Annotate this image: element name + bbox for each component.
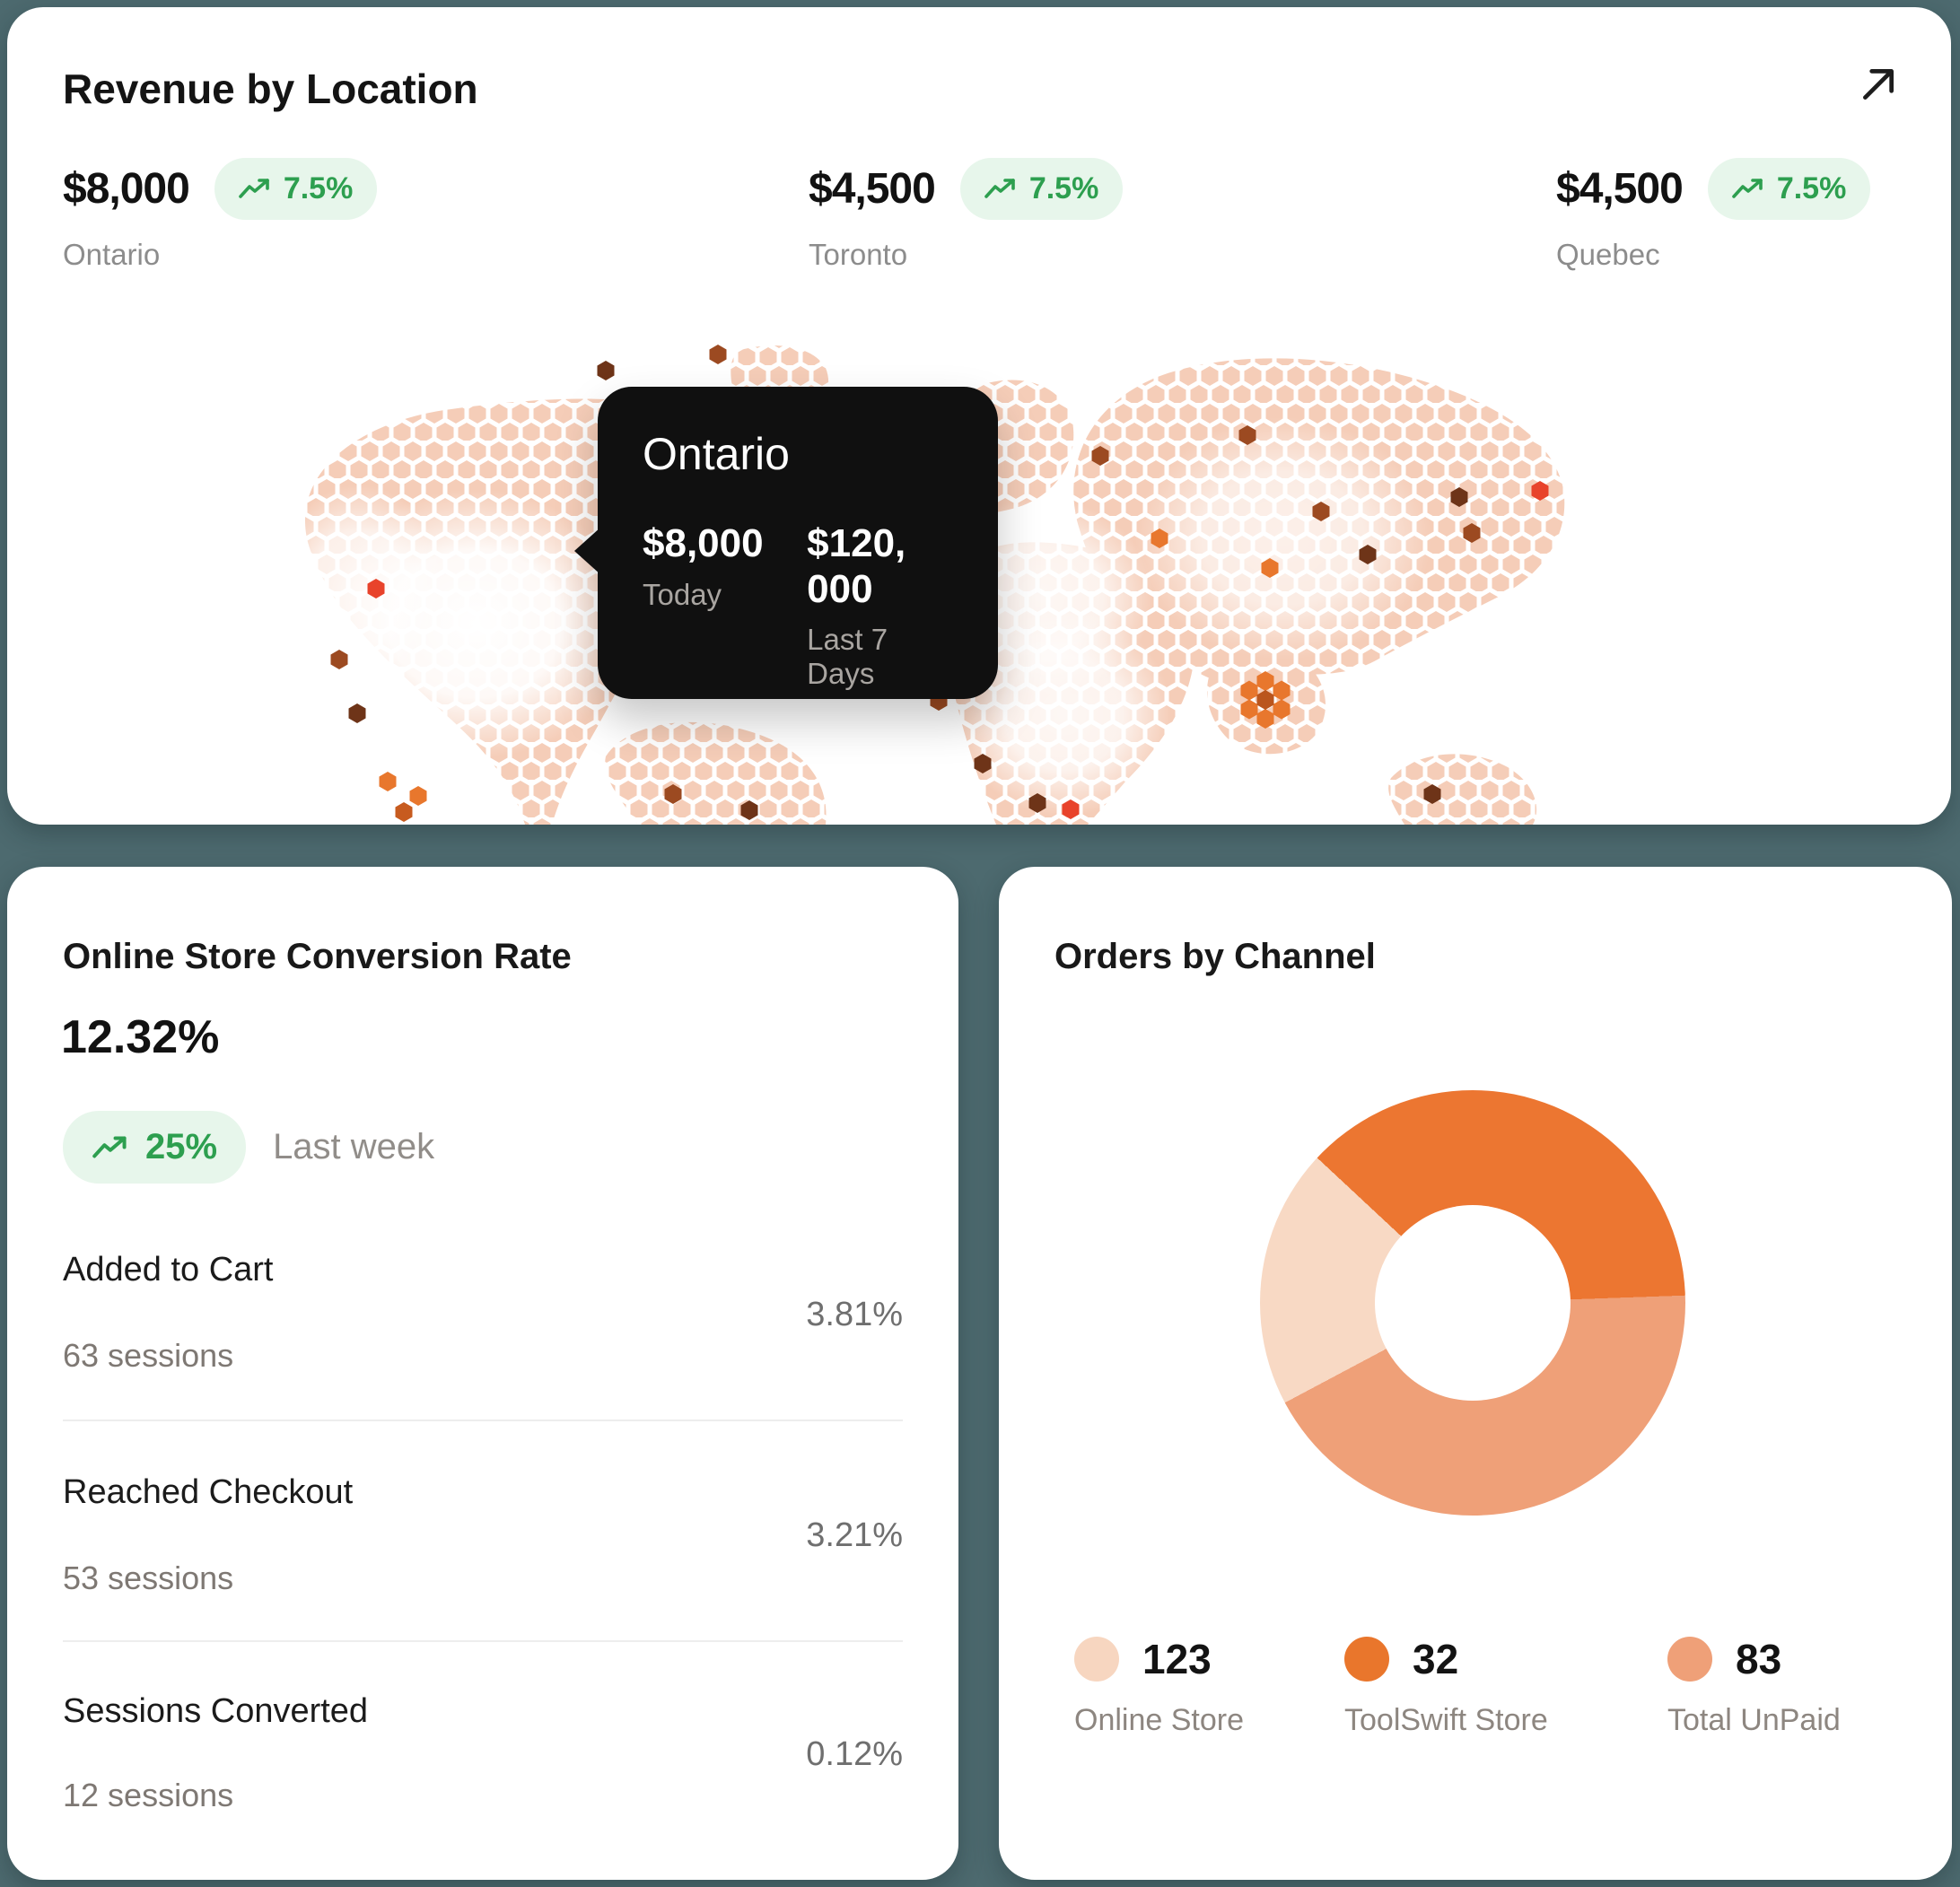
revenue-card-title: Revenue by Location [63, 66, 478, 112]
tooltip-week-value: $120,000 [807, 521, 906, 611]
change-value: 7.5% [283, 171, 354, 205]
conversion-rate-value: 12.32% [61, 1011, 220, 1063]
funnel-sessions: 53 sessions [63, 1559, 234, 1596]
tooltip-week-label: Last 7 Days [807, 623, 888, 691]
conversion-rate-card: Online Store Conversion Rate 12.32% 25% … [7, 867, 958, 1880]
map-tooltip: Ontario $8,000 Today $120,000 Last 7 Day… [574, 387, 998, 699]
legend-dot [1667, 1637, 1712, 1682]
legend-label: Total UnPaid [1667, 1703, 1841, 1737]
funnel-label: Reached Checkout [63, 1473, 354, 1511]
expand-button[interactable] [1856, 63, 1901, 108]
change-badge: 7.5% [1707, 158, 1871, 220]
trending-up-icon [1732, 179, 1763, 198]
funnel-percent: 3.21% [806, 1516, 903, 1554]
change-badge: 25% [63, 1111, 247, 1184]
orders-by-channel-card: Orders by Channel 123 Online Store 32 To… [999, 867, 1952, 1880]
funnel-label: Added to Cart [63, 1251, 274, 1289]
map-fade [274, 485, 444, 691]
conversion-change-row: 25% Last week [63, 1111, 434, 1184]
map-fade [956, 610, 1171, 817]
funnel-sessions: 63 sessions [63, 1337, 234, 1374]
stat-quebec: $4,500 7.5% Quebec [1556, 158, 1871, 272]
legend-label: ToolSwift Store [1344, 1703, 1548, 1737]
legend-dot [1074, 1637, 1119, 1682]
world-map[interactable] [251, 328, 1579, 825]
legend-item-online-store: 123 Online Store [1074, 1635, 1244, 1738]
funnel-percent: 3.81% [806, 1296, 903, 1333]
legend-item-toolswift-store: 32 ToolSwift Store [1344, 1635, 1548, 1738]
stat-value: $4,500 [1556, 165, 1684, 213]
revenue-by-location-card: Revenue by Location $8,000 7.5% Ontario … [7, 7, 1951, 825]
arrow-up-right-icon [1863, 68, 1894, 100]
change-value: 7.5% [1776, 171, 1847, 205]
funnel-percent: 0.12% [806, 1735, 903, 1773]
funnel-label: Sessions Converted [63, 1692, 369, 1730]
trending-up-icon [984, 179, 1015, 198]
change-badge: 7.5% [214, 158, 378, 220]
legend-item-total-unpaid: 83 Total UnPaid [1667, 1635, 1841, 1738]
stat-toronto: $4,500 7.5% Toronto [809, 158, 1124, 272]
legend-value: 83 [1736, 1636, 1782, 1682]
map-south-america [605, 721, 827, 825]
change-period: Last week [273, 1127, 435, 1166]
map-australia [1388, 754, 1537, 825]
stat-label: Quebec [1556, 238, 1660, 271]
change-value: 7.5% [1028, 171, 1099, 205]
legend-dot [1344, 1637, 1389, 1682]
trending-up-icon [239, 179, 269, 198]
change-value: 25% [145, 1127, 218, 1166]
conversion-card-title: Online Store Conversion Rate [63, 937, 572, 976]
tooltip-today-label: Today [643, 577, 722, 611]
orders-card-title: Orders by Channel [1054, 937, 1376, 976]
legend-label: Online Store [1074, 1703, 1244, 1737]
change-badge: 7.5% [959, 158, 1124, 220]
stat-value: $4,500 [809, 165, 936, 213]
map-fade [1135, 417, 1431, 660]
legend-value: 123 [1142, 1636, 1212, 1682]
legend-value: 32 [1413, 1636, 1459, 1682]
tooltip-today: $8,000 Today [643, 521, 807, 691]
tooltip-today-value: $8,000 [643, 521, 764, 565]
stat-ontario: $8,000 7.5% Ontario [63, 158, 378, 272]
stat-label: Ontario [63, 238, 161, 271]
funnel-sessions: 12 sessions [63, 1777, 234, 1813]
tooltip-week: $120,000 Last 7 Days [807, 521, 953, 691]
orders-donut[interactable] [1260, 1090, 1685, 1516]
divider [63, 1640, 903, 1642]
trending-up-icon [92, 1135, 127, 1158]
stat-label: Toronto [809, 238, 908, 271]
divider [63, 1420, 903, 1421]
stat-value: $8,000 [63, 165, 190, 213]
tooltip-title: Ontario [643, 429, 790, 479]
